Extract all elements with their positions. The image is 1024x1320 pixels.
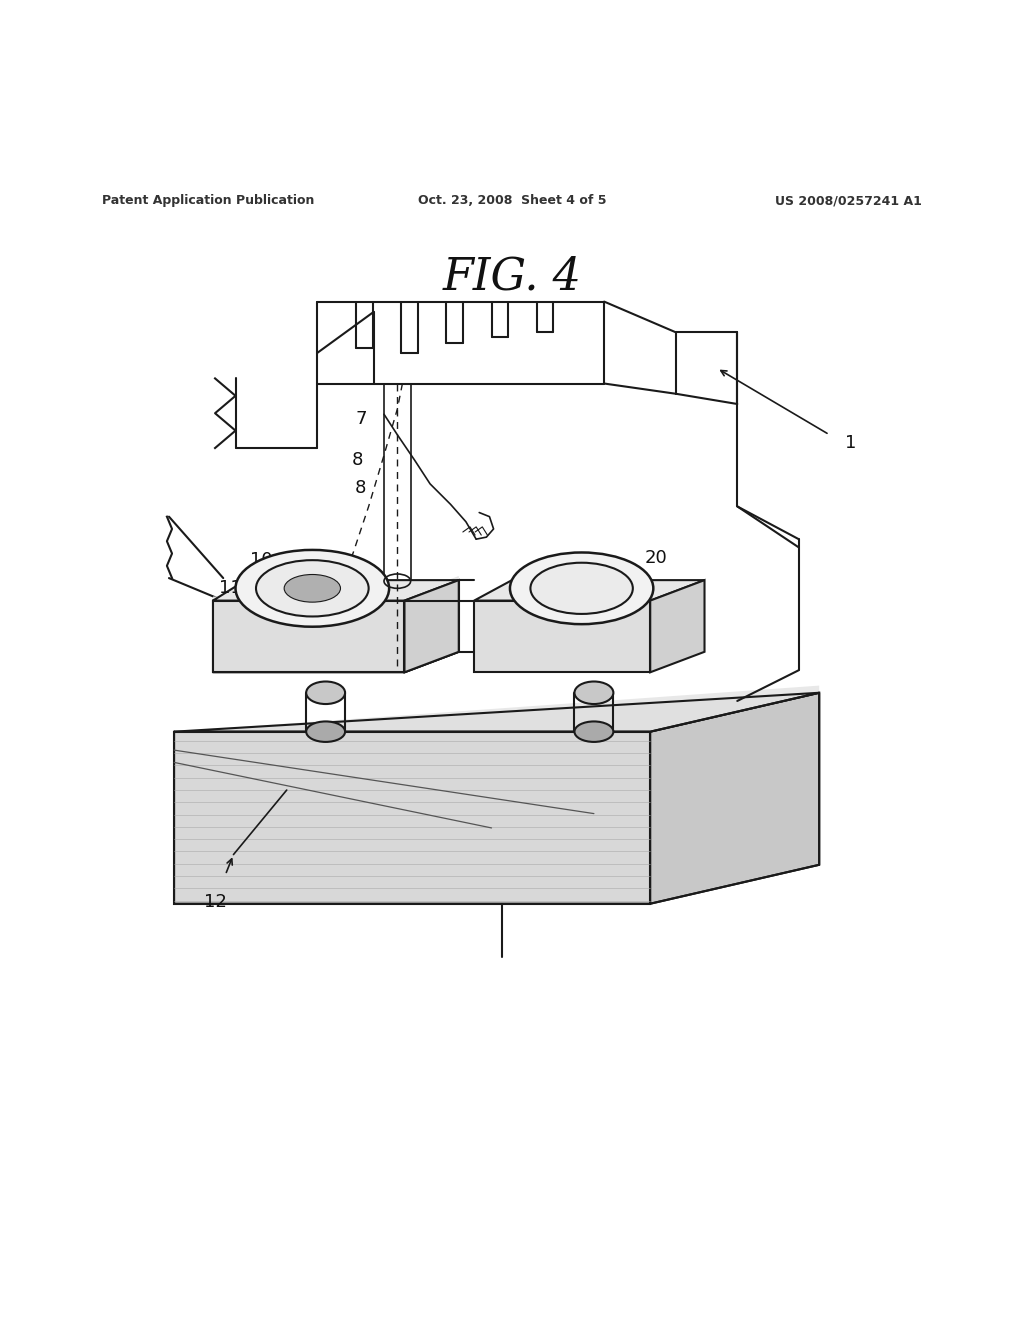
Text: US 2008/0257241 A1: US 2008/0257241 A1 [775,194,922,207]
Polygon shape [213,601,404,672]
Text: 20: 20 [645,549,668,566]
Ellipse shape [574,681,613,704]
Polygon shape [404,579,459,672]
Text: 1: 1 [845,434,856,451]
Text: Oct. 23, 2008  Sheet 4 of 5: Oct. 23, 2008 Sheet 4 of 5 [418,194,606,207]
Polygon shape [474,601,650,672]
Polygon shape [650,579,705,672]
Polygon shape [174,731,650,904]
Polygon shape [213,576,459,601]
Ellipse shape [306,722,345,742]
Ellipse shape [236,550,389,627]
Polygon shape [174,693,819,731]
Text: 10: 10 [250,550,272,569]
Ellipse shape [306,681,345,704]
Polygon shape [174,685,819,731]
Ellipse shape [284,574,340,602]
Polygon shape [213,579,459,601]
Ellipse shape [530,562,633,614]
Ellipse shape [510,553,653,624]
Text: 8: 8 [352,451,364,470]
Text: 11: 11 [219,579,242,598]
Ellipse shape [256,560,369,616]
Polygon shape [650,693,819,904]
Ellipse shape [574,722,613,742]
Polygon shape [474,579,705,601]
Text: Patent Application Publication: Patent Application Publication [102,194,314,207]
Text: FIG. 4: FIG. 4 [442,256,582,298]
Text: 12: 12 [204,894,226,912]
Text: 7: 7 [355,411,367,429]
Text: 8: 8 [355,479,367,496]
